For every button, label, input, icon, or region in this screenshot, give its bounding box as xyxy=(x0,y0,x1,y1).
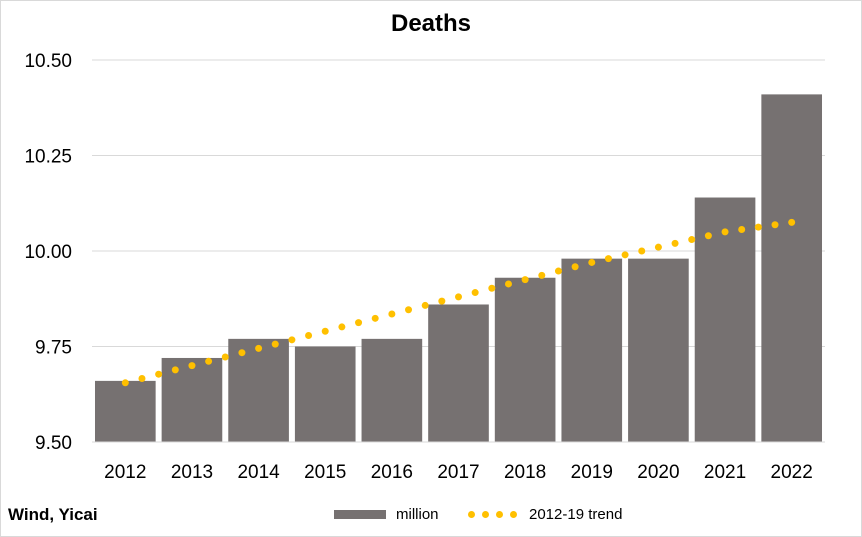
trend-dot xyxy=(688,236,696,244)
trend-dot xyxy=(554,267,562,275)
trend-dot xyxy=(438,297,446,305)
trend-dot xyxy=(421,301,429,309)
x-tick-label: 2012 xyxy=(104,462,146,483)
trend-dot xyxy=(654,243,662,251)
trend-dot xyxy=(471,289,479,297)
trend-dot xyxy=(455,293,462,301)
trend-dot xyxy=(138,374,146,382)
trend-dot xyxy=(288,336,296,344)
bar xyxy=(428,304,489,442)
trend-dot xyxy=(788,218,796,226)
trend-dot xyxy=(355,319,363,327)
legend-dots-swatch xyxy=(468,511,517,518)
trend-dot xyxy=(371,314,379,322)
trend-dot xyxy=(771,221,779,229)
trend-dot xyxy=(221,353,229,361)
chart-title: Deaths xyxy=(390,10,472,37)
trend-dot xyxy=(738,226,746,234)
trend-dot xyxy=(721,228,729,236)
trend-dot xyxy=(671,239,679,247)
trend-dot xyxy=(588,258,596,266)
trend-dot xyxy=(205,357,213,365)
x-tick-label: 2021 xyxy=(704,462,746,483)
trend-dot xyxy=(604,255,612,263)
x-tick-label: 2022 xyxy=(771,462,813,483)
legend-label-trend: 2012-19 trend xyxy=(529,506,623,523)
bar xyxy=(628,258,689,442)
trend-dot xyxy=(504,280,512,288)
trend-dot xyxy=(521,276,529,284)
legend-bar-swatch xyxy=(334,510,386,519)
bar xyxy=(94,380,156,442)
bar xyxy=(161,357,223,442)
bar xyxy=(228,338,289,442)
x-tick-label: 2019 xyxy=(571,462,613,483)
x-tick-label: 2014 xyxy=(237,462,280,483)
trend-dot xyxy=(388,310,396,318)
y-tick-label: 9.50 xyxy=(35,433,72,454)
legend-label-bars: million xyxy=(396,506,439,523)
trend-dot xyxy=(271,340,279,348)
bar xyxy=(361,338,423,442)
trend-dot xyxy=(538,271,546,279)
x-tick-label: 2015 xyxy=(304,462,346,483)
x-tick-label: 2016 xyxy=(371,462,413,483)
bar xyxy=(761,94,823,442)
bar xyxy=(494,277,556,442)
y-tick-label: 9.75 xyxy=(35,338,72,359)
trend-dot xyxy=(704,232,712,240)
trend-dot xyxy=(155,370,163,378)
y-tick-label: 10.00 xyxy=(24,242,72,263)
x-tick-label: 2017 xyxy=(437,462,479,483)
x-tick-label: 2013 xyxy=(171,462,213,483)
bar xyxy=(694,197,756,442)
trend-dot xyxy=(488,284,496,292)
x-tick-label: 2018 xyxy=(504,462,546,483)
y-tick-label: 10.25 xyxy=(24,147,72,168)
trend-dot xyxy=(121,379,129,387)
trend-dot xyxy=(188,362,196,370)
chart-legend: million 2012-19 trend xyxy=(0,506,862,526)
trend-dot xyxy=(338,323,346,331)
trend-dot xyxy=(571,263,579,271)
trend-dot xyxy=(638,247,646,255)
trend-dot xyxy=(405,306,413,314)
bar xyxy=(294,346,356,442)
trend-dot xyxy=(238,349,246,357)
trend-dot xyxy=(754,223,762,231)
source-note: Wind, Yicai xyxy=(8,505,98,524)
legend-item-bars: million xyxy=(334,506,439,523)
bar xyxy=(561,258,623,442)
x-tick-label: 2020 xyxy=(637,462,679,483)
y-tick-label: 10.50 xyxy=(24,51,72,72)
trend-dot xyxy=(255,344,263,352)
legend-item-trend: 2012-19 trend xyxy=(468,506,622,523)
trend-dot xyxy=(621,251,629,259)
trend-dot xyxy=(321,327,329,335)
trend-dot xyxy=(171,366,179,374)
trend-dot xyxy=(305,332,313,340)
